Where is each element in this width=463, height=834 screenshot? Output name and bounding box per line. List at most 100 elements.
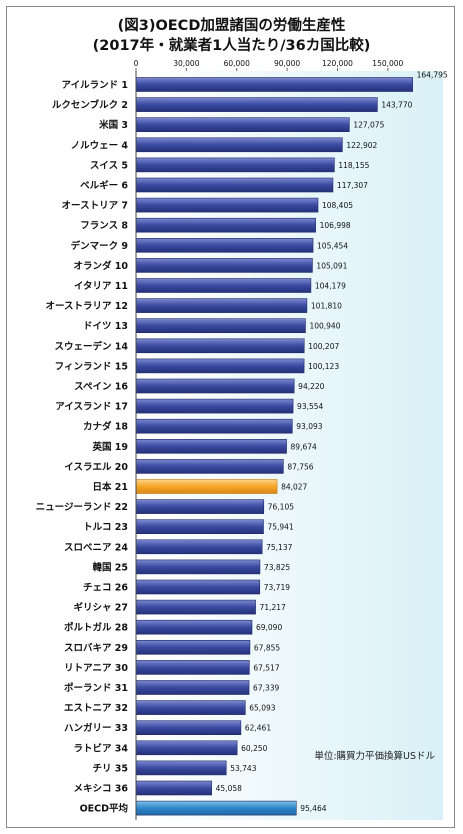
value-label: 117,307 xyxy=(337,181,368,190)
bar xyxy=(135,800,297,816)
bar xyxy=(135,720,242,736)
x-tick-label: 150,000 xyxy=(372,59,403,68)
bar xyxy=(135,137,343,153)
bar xyxy=(135,539,263,555)
bar xyxy=(135,438,287,454)
category-label: 日本 21 xyxy=(92,481,128,493)
category-label: OECD平均 xyxy=(80,803,129,815)
value-label: 71,217 xyxy=(260,603,286,612)
value-label: 84,027 xyxy=(281,483,307,492)
category-label: カナダ 18 xyxy=(83,421,128,433)
value-label: 69,090 xyxy=(256,623,282,632)
chart-title-line1: (図3)OECD加盟諸国の労働生産性 xyxy=(117,18,346,34)
category-label: スロバキア 29 xyxy=(64,642,128,654)
category-label: スペイン 16 xyxy=(74,382,128,393)
unit-note: 単位:購買力平価換算USドル xyxy=(314,750,435,762)
bar xyxy=(135,700,246,715)
value-label: 45,058 xyxy=(216,784,242,793)
bar xyxy=(135,318,306,334)
bar xyxy=(135,579,261,595)
value-label: 53,743 xyxy=(230,764,256,773)
bar xyxy=(135,117,350,132)
category-label: デンマーク 9 xyxy=(71,240,128,252)
category-label: 英国 19 xyxy=(92,441,128,453)
category-label: フランス 8 xyxy=(80,221,128,232)
value-label: 89,674 xyxy=(291,442,317,451)
category-label: オランダ 10 xyxy=(73,260,128,272)
value-label: 100,123 xyxy=(308,362,339,371)
x-tick-label: 30,000 xyxy=(173,59,199,68)
bar xyxy=(135,197,319,213)
bar xyxy=(135,338,305,354)
x-tick-label: 60,000 xyxy=(224,59,250,68)
value-label: 127,075 xyxy=(353,121,384,130)
category-label: チリ 35 xyxy=(92,763,128,774)
value-label: 73,719 xyxy=(264,583,290,592)
bar xyxy=(135,77,413,92)
bar xyxy=(135,217,316,233)
value-label: 106,998 xyxy=(320,221,351,230)
bar xyxy=(135,780,212,796)
value-label: 105,454 xyxy=(317,241,348,250)
category-label: ポルトガル 28 xyxy=(64,622,128,634)
category-label: ハンガリー 33 xyxy=(64,722,128,734)
value-label: 105,091 xyxy=(316,261,347,270)
value-label: 95,464 xyxy=(300,804,326,813)
category-label: ポーランド 31 xyxy=(64,682,128,694)
value-label: 100,940 xyxy=(309,322,340,331)
bar xyxy=(135,238,314,253)
value-label: 75,137 xyxy=(266,543,292,552)
category-label: アイスランド 17 xyxy=(55,402,128,413)
category-label: ラトビア 34 xyxy=(73,742,128,754)
value-label: 67,517 xyxy=(253,663,279,672)
value-label: 108,405 xyxy=(322,201,353,210)
value-label: 62,461 xyxy=(245,724,271,733)
category-label: オーストラリア 12 xyxy=(45,301,128,312)
bar xyxy=(135,278,312,293)
value-label: 67,339 xyxy=(253,684,279,693)
bar xyxy=(135,298,308,313)
value-label: 73,825 xyxy=(264,563,290,572)
value-label: 76,105 xyxy=(268,503,294,512)
category-label: チェコ 26 xyxy=(83,583,128,594)
category-label: エストニア 32 xyxy=(64,703,128,714)
category-label: スロベニア 24 xyxy=(64,542,128,553)
category-label: フィンランド 15 xyxy=(55,361,128,372)
bar xyxy=(135,760,227,776)
value-label: 122,902 xyxy=(346,141,377,150)
value-label: 67,855 xyxy=(254,643,280,652)
category-label: 米国 3 xyxy=(98,119,128,131)
bar xyxy=(135,680,250,695)
chart-title-line2: (2017年・就業者1人当たり/36カ国比較) xyxy=(92,38,371,54)
x-tick-label: 0 xyxy=(134,59,139,68)
bar xyxy=(135,418,293,434)
bar xyxy=(135,398,294,414)
bar xyxy=(135,499,265,514)
category-label: スイス 5 xyxy=(90,160,128,171)
value-label: 93,093 xyxy=(296,422,322,431)
value-label: 93,554 xyxy=(297,402,323,411)
bar xyxy=(135,559,261,575)
bar xyxy=(135,519,264,535)
value-label: 94,220 xyxy=(298,382,324,391)
bar xyxy=(135,358,305,374)
bar xyxy=(135,660,250,675)
category-label: ギリシャ 27 xyxy=(73,602,128,614)
bar xyxy=(135,97,378,112)
value-label: 60,250 xyxy=(241,744,267,753)
value-label: 164,795 xyxy=(417,71,448,80)
bar xyxy=(135,258,313,273)
category-label: スウェーデン 14 xyxy=(54,340,128,352)
value-label: 104,179 xyxy=(315,282,346,291)
bar xyxy=(135,378,295,394)
bar xyxy=(135,479,278,494)
x-tick-label: 90,000 xyxy=(274,59,300,68)
category-label: ノルウェー 4 xyxy=(71,140,129,151)
category-label: ベルギー 6 xyxy=(80,180,128,192)
bar-series: アイルランド 1 164,795 ルクセンブルク 2 143,770 米国 3 127,0… xyxy=(36,71,448,816)
value-label: 65,093 xyxy=(249,704,275,713)
category-label: ニュージーランド 22 xyxy=(36,502,128,513)
bar xyxy=(135,619,253,635)
category-label: イスラエル 20 xyxy=(64,462,128,473)
